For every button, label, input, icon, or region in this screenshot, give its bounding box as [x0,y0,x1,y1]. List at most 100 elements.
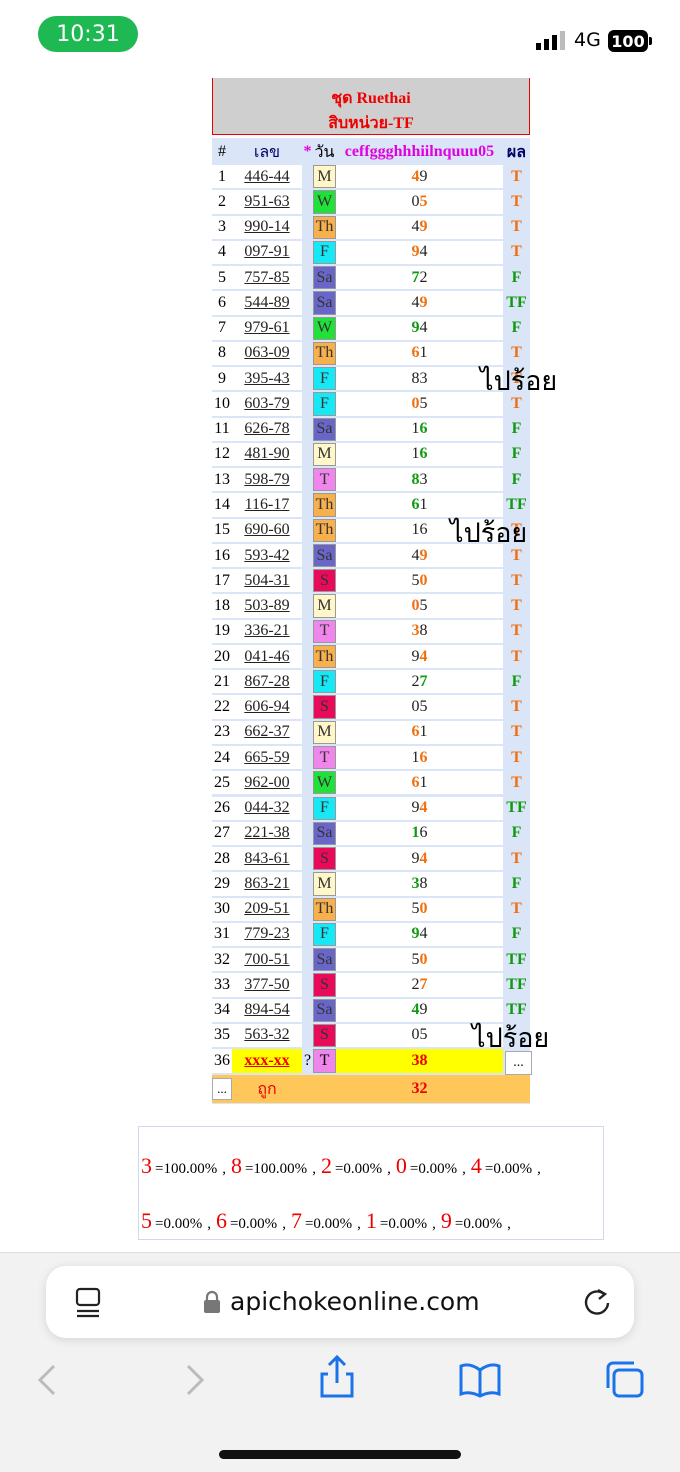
number-link[interactable]: 336-21 [232,619,302,643]
day-badge: Th [313,518,336,542]
digit: 9 [440,1208,452,1233]
digit: 6 [215,1208,227,1233]
day-badge: F [313,670,336,694]
url-bar[interactable] [46,1266,634,1338]
number-link[interactable]: 446-44 [232,165,302,189]
result: T [511,218,522,236]
separator: , [387,1161,391,1177]
number-link[interactable]: 894-54 [232,998,302,1022]
number-link[interactable]: 863-21 [232,872,302,896]
number-link[interactable]: 598-79 [232,468,302,492]
number-link[interactable]: 063-09 [232,341,302,366]
number-link[interactable]: 606-94 [232,695,302,719]
column-header: วัน [314,143,335,161]
number-link[interactable]: 690-60 [232,518,302,542]
row-number: 28 [212,847,232,871]
number-link[interactable]: 626-78 [232,417,302,441]
day-badge: Sa [313,417,336,441]
number-link[interactable]: 603-79 [232,392,302,416]
number-link[interactable]: 665-59 [232,745,302,770]
row-number: 24 [212,745,232,770]
result: TF [506,1001,527,1019]
number-link[interactable]: 504-31 [232,569,302,593]
nav-icons [37,1354,644,1398]
footer-label: ถูก [257,1080,277,1098]
row-number: 15 [212,518,232,542]
day-badge: F [313,392,336,416]
day-badge: Sa [313,998,336,1022]
number-link[interactable]: 757-85 [232,266,302,290]
number-link[interactable]: 221-38 [232,821,302,845]
number-link[interactable]: 544-89 [232,291,302,315]
result: TF [506,496,527,513]
separator: , [207,1216,211,1232]
number-link[interactable]: 979-61 [232,316,302,340]
day-badge: S [313,973,336,997]
number-link[interactable]: 779-23 [232,922,302,947]
number-link[interactable]: 951-63 [232,190,302,214]
result: T [511,773,522,791]
number-link[interactable]: 116-17 [232,493,302,517]
annotation: ไปร้อย [450,517,528,549]
day-badge: W [313,190,336,214]
number-link[interactable]: 503-89 [232,594,302,618]
number-link[interactable]: 867-28 [232,670,302,694]
bookmarks-button[interactable] [459,1363,501,1398]
result: F [511,874,522,892]
row-number: 32 [212,948,232,972]
lock-icon [204,1290,220,1313]
stats-line: 3 =100.00%, 8 =100.00%, 2 =0.00%, 0 =0.00%, 4 =0.… [141,1153,546,1179]
day-badge: T [313,1049,336,1074]
percent: =0.00% [334,1161,383,1177]
result: T [511,167,522,185]
result: F [511,470,522,488]
reload-icon[interactable] [582,1287,614,1319]
number-link[interactable]: 481-90 [232,442,302,467]
result: T [511,369,522,387]
row-number: 21 [212,670,232,694]
number-link[interactable]: 843-61 [232,847,302,871]
result: T [511,394,522,412]
separator: , [282,1216,286,1232]
number-link[interactable]: 593-42 [232,543,302,568]
back-button[interactable] [37,1364,56,1396]
number-link[interactable]: 700-51 [232,948,302,972]
reader-icon[interactable] [74,1287,104,1319]
number-link[interactable]: 041-46 [232,644,302,669]
percent: =0.00% [155,1216,203,1232]
number-link[interactable]: 044-32 [232,796,302,820]
share-button[interactable] [320,1354,354,1398]
forward-button[interactable] [186,1364,205,1396]
number-link[interactable]: 563-32 [232,1023,302,1048]
number-link[interactable]: 377-50 [232,973,302,997]
number-link[interactable]: 662-37 [232,720,302,744]
row-number: 10 [212,392,232,416]
number-link[interactable]: 395-43 [232,367,302,391]
day-badge: F [313,240,336,265]
column-header: # [218,143,226,160]
day-badge: S [313,847,336,871]
number-link[interactable]: 209-51 [232,897,302,921]
number-link[interactable]: xxx-xx [232,1049,302,1074]
number-link[interactable]: 097-91 [232,240,302,265]
value: 38 [336,1049,503,1074]
number-link[interactable]: 990-14 [232,215,302,239]
digit: 3 [141,1153,152,1178]
result: F [511,268,522,286]
digit: 5 [141,1208,152,1233]
row-number: 17 [212,569,232,593]
separator: , [312,1161,316,1177]
day-badge: Th [313,215,336,239]
digit: 2 [320,1153,332,1178]
url-text[interactable]: apichokeonline.com [230,1287,480,1316]
tabs-button[interactable] [606,1361,644,1398]
number-link[interactable]: 962-00 [232,771,302,795]
